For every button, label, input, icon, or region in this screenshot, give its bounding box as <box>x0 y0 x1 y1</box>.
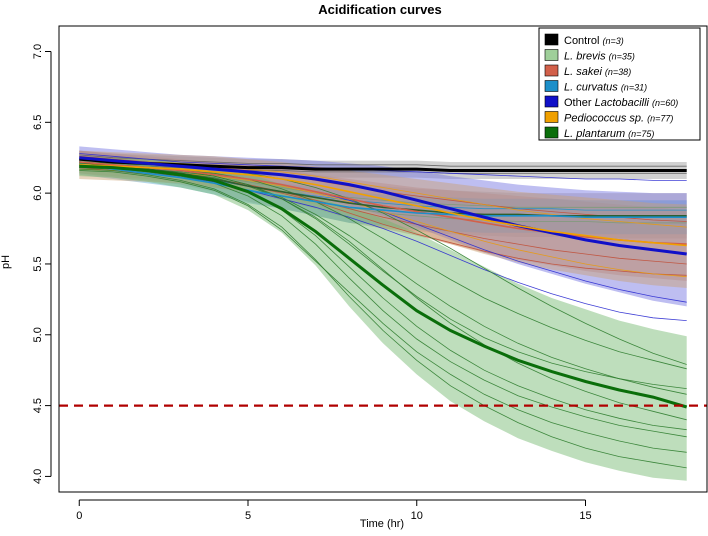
legend-swatch <box>544 49 559 61</box>
legend-entry: Pediococcus sp. (n=77) <box>564 113 673 125</box>
mean-curve-pediococcus-sp <box>79 164 687 247</box>
strain-curve-l-plantarum-4 <box>79 168 687 469</box>
x-tick-label: 0 <box>76 510 82 522</box>
mean-curve-l-plantarum <box>79 164 688 409</box>
legend-entry: L. curvatus (n=31) <box>564 82 647 94</box>
strain-curve-control-1 <box>79 154 687 167</box>
y-tick-label: 4.5 <box>32 398 44 413</box>
legend-entry: L. sakei (n=38) <box>564 66 631 78</box>
legend-entry: L. brevis (n=35) <box>564 51 635 63</box>
legend-entry: Control (n=3) <box>564 35 624 47</box>
strain-curve-l-plantarum-9 <box>79 164 687 395</box>
legend: Control (n=3) L. brevis (n=35) L. sakei (n=38… <box>538 27 701 141</box>
legend-swatch <box>544 111 559 123</box>
x-axis-label: Time (hr) <box>360 518 404 530</box>
y-tick-label: 5.0 <box>32 327 44 342</box>
y-axis-label: pH <box>0 255 12 269</box>
y-tick-label: 4.0 <box>32 469 44 484</box>
legend-swatch <box>544 64 559 77</box>
y-tick-label: 6.5 <box>32 115 44 130</box>
confidence-bands <box>79 146 687 481</box>
group-mean-curves <box>79 156 688 409</box>
legend-entry: Other Lactobacilli (n=60) <box>564 97 678 109</box>
mean-curve-l-sakei <box>79 161 687 245</box>
legend-swatch <box>544 33 559 46</box>
y-tick-label: 6.0 <box>32 185 44 200</box>
x-tick-label: 10 <box>411 510 423 522</box>
y-tick-label: 7.0 <box>32 44 44 59</box>
x-axis: 0 5 10 15 <box>76 499 592 522</box>
legend-swatch <box>544 126 559 139</box>
x-tick-label: 15 <box>579 510 591 522</box>
mean-curve-l-curvatus <box>79 164 687 218</box>
legend-swatch <box>544 95 559 108</box>
plot-frame <box>58 25 708 493</box>
y-tick-label: 5.5 <box>32 256 44 271</box>
mean-curve-other-lactobacilli <box>79 156 687 256</box>
x-tick-label: 5 <box>245 510 251 522</box>
band-l-plantarum <box>79 156 687 481</box>
legend-box <box>538 27 701 141</box>
legend-swatch <box>544 80 559 92</box>
legend-entry: L. plantarum (n=75) <box>564 128 654 140</box>
y-axis: 4.0 4.5 5.0 5.5 6.0 6.5 7.0 <box>32 44 52 484</box>
strain-curve-l-plantarum-8 <box>79 170 687 453</box>
chart-title: Acidification curves <box>318 2 442 17</box>
